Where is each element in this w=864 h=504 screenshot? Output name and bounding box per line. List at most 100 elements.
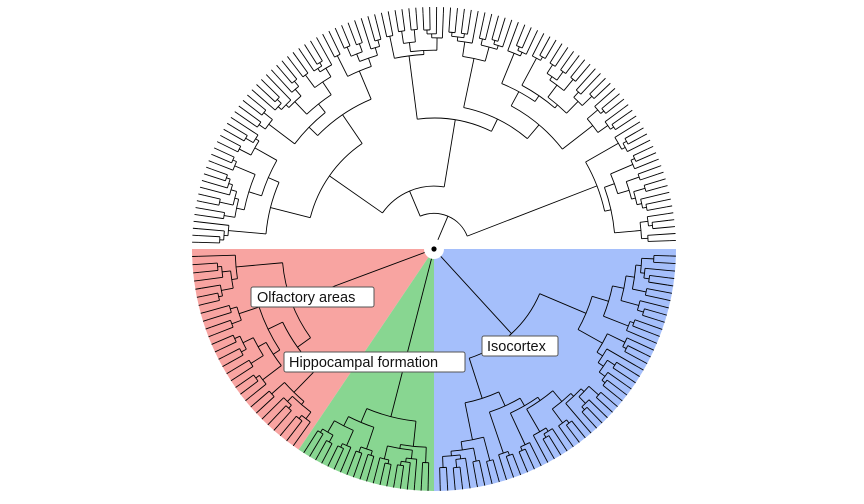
leaf-tip [386,480,389,487]
branch-line [425,447,427,463]
branch-line [318,440,327,456]
branch-line [236,207,245,211]
branch-line [199,270,218,273]
branch-line [460,14,465,34]
branch-line [563,79,574,91]
branch-line [521,57,537,86]
branch-line [262,365,282,381]
branch-line [409,14,412,31]
branch-line [230,189,237,192]
leaf-tip [592,423,598,429]
branch-arc [610,173,619,194]
branch-line [633,148,648,157]
leaf-tip [641,133,648,138]
branch-line [637,167,656,175]
branch-arc [411,28,418,31]
branch-line [597,362,604,367]
branch-line [610,164,633,175]
branch-line [222,270,231,273]
branch-arc [614,137,623,150]
branch-arc [624,138,629,145]
branch-line [306,430,319,449]
branch-line [586,407,599,420]
branch-line [521,32,530,49]
branch-arc [539,54,546,59]
branch-line [270,207,311,219]
branch-line [571,420,582,434]
branch-line [251,98,267,111]
leaf-tip [354,20,357,27]
branch-arc [264,119,273,130]
branch-line [468,358,483,399]
leaf-tip [623,104,629,109]
leaf-tip [618,98,625,104]
branch-line [546,64,553,74]
leaf-tip [372,477,376,484]
branch-line [591,295,609,302]
branch-arc [301,415,311,423]
branch-line [377,40,381,47]
branch-line [232,126,248,136]
branch-line [204,194,221,200]
branch-arc [259,375,267,385]
leaf-tip [456,8,458,15]
branch-line [515,30,524,46]
branch-line [277,106,282,110]
leaf-tip [206,166,213,170]
branch-line [293,368,317,393]
branch-line [358,446,362,453]
leaf-tip [518,469,522,476]
branch-line [539,41,548,56]
leaf-tip [347,22,351,29]
leaf-tip [469,9,472,16]
branch-line [219,201,234,206]
leaf-tip [509,19,513,26]
branch-line [463,58,475,108]
branch-arc [518,448,526,453]
branch-line [348,450,357,470]
leaf-tip [276,64,281,71]
branch-line [231,359,250,372]
leaf-tip [662,306,669,309]
branch-line [610,126,614,130]
branch-line [255,375,260,379]
branch-line [374,47,378,56]
branch-line [507,27,517,51]
branch-line [636,203,642,206]
branch-line [652,219,669,223]
leaf-tip [534,30,539,36]
leaf-tip [203,173,210,177]
branch-line [502,25,511,48]
branch-arc [461,32,468,35]
branch-line [507,451,510,456]
branch-line [227,354,244,365]
branch-line [324,443,333,459]
branch-line [408,55,418,120]
leaf-tip [256,84,262,89]
leaf-tip [585,63,591,69]
branch-line [625,275,635,278]
branch-line [575,68,587,82]
branch-line [483,437,491,461]
branch-arc [239,348,244,356]
branch-line [260,396,275,410]
branch-line [540,56,543,61]
branch-line [606,348,639,368]
branch-line [346,430,354,446]
branch-line [581,95,593,106]
branch-line [600,391,614,404]
branch-line [273,349,281,355]
branch-line [600,110,605,114]
branch-line [485,19,491,40]
branch-line [277,410,292,427]
branch-line [585,142,619,163]
branch-line [562,125,593,150]
branch-line [510,91,520,107]
leaf-tip [563,445,568,452]
branch-line [527,124,540,139]
branch-arc [419,212,468,237]
leaf-tip [240,390,246,395]
leaf-tip [659,178,666,181]
branch-line [327,420,335,433]
branch-line [360,408,368,423]
